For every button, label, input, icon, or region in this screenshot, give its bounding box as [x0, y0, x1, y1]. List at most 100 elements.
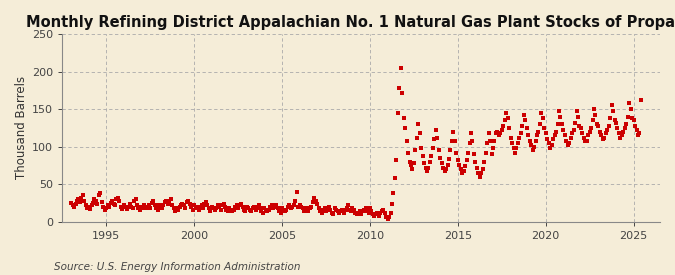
- Point: [423, 166, 434, 170]
- Point: [537, 116, 548, 120]
- Point: [371, 212, 381, 216]
- Point: [439, 169, 450, 173]
- Point: [293, 205, 304, 209]
- Point: [510, 150, 520, 155]
- Point: [344, 208, 355, 212]
- Point: [240, 209, 251, 213]
- Point: [332, 209, 343, 213]
- Point: [373, 213, 384, 218]
- Point: [165, 197, 176, 201]
- Point: [250, 208, 261, 212]
- Point: [307, 200, 318, 204]
- Point: [606, 103, 617, 108]
- Point: [458, 169, 469, 173]
- Point: [88, 201, 99, 205]
- Point: [286, 206, 296, 210]
- Point: [506, 141, 517, 145]
- Point: [105, 201, 116, 205]
- Point: [394, 86, 405, 90]
- Point: [117, 207, 128, 211]
- Point: [217, 203, 227, 207]
- Point: [242, 205, 252, 209]
- Point: [625, 107, 636, 111]
- Point: [327, 210, 338, 215]
- Point: [487, 146, 498, 150]
- Point: [202, 203, 213, 207]
- Point: [353, 210, 364, 215]
- Point: [146, 201, 157, 205]
- Point: [224, 206, 235, 210]
- Point: [107, 199, 117, 203]
- Point: [138, 206, 148, 210]
- Point: [259, 206, 270, 210]
- Point: [530, 138, 541, 143]
- Point: [407, 167, 418, 171]
- Point: [254, 206, 265, 210]
- Point: [149, 203, 160, 207]
- Point: [452, 158, 463, 162]
- Point: [101, 206, 111, 210]
- Point: [347, 206, 358, 210]
- Point: [447, 138, 458, 143]
- Point: [198, 206, 209, 210]
- Point: [615, 135, 626, 140]
- Point: [426, 153, 437, 158]
- Point: [533, 130, 544, 134]
- Point: [247, 206, 258, 210]
- Point: [624, 101, 634, 105]
- Point: [450, 138, 460, 143]
- Point: [601, 131, 612, 135]
- Title: Monthly Refining District Appalachian No. 1 Natural Gas Plant Stocks of Propane: Monthly Refining District Appalachian No…: [26, 15, 675, 30]
- Point: [417, 153, 428, 158]
- Point: [433, 148, 444, 153]
- Point: [272, 206, 283, 210]
- Point: [445, 148, 456, 153]
- Point: [196, 203, 207, 207]
- Point: [182, 200, 192, 204]
- Point: [385, 210, 396, 215]
- Point: [379, 210, 390, 215]
- Point: [357, 209, 368, 213]
- Point: [596, 133, 607, 138]
- Point: [583, 133, 594, 138]
- Point: [505, 135, 516, 140]
- Point: [331, 208, 342, 212]
- Point: [290, 199, 300, 203]
- Point: [580, 138, 591, 143]
- Point: [521, 126, 532, 130]
- Point: [163, 202, 173, 206]
- Point: [69, 205, 80, 209]
- Point: [549, 133, 560, 138]
- Y-axis label: Thousand Barrels: Thousand Barrels: [15, 76, 28, 179]
- Point: [471, 166, 482, 170]
- Point: [586, 126, 597, 130]
- Point: [401, 138, 412, 143]
- Point: [189, 203, 200, 207]
- Point: [356, 212, 367, 216]
- Point: [237, 205, 248, 209]
- Point: [73, 197, 84, 201]
- Point: [448, 130, 459, 134]
- Point: [174, 205, 185, 209]
- Point: [416, 146, 427, 150]
- Point: [113, 196, 124, 200]
- Point: [83, 205, 94, 209]
- Point: [267, 203, 277, 207]
- Point: [221, 208, 232, 212]
- Point: [508, 146, 519, 150]
- Point: [610, 118, 620, 123]
- Point: [261, 208, 271, 212]
- Point: [145, 206, 156, 210]
- Point: [571, 108, 582, 113]
- Point: [296, 205, 306, 209]
- Point: [489, 138, 500, 143]
- Point: [632, 133, 643, 138]
- Point: [348, 208, 359, 212]
- Point: [564, 141, 574, 145]
- Point: [143, 203, 154, 207]
- Point: [190, 205, 201, 209]
- Point: [495, 131, 506, 135]
- Point: [281, 208, 292, 212]
- Point: [199, 202, 210, 206]
- Point: [486, 152, 497, 156]
